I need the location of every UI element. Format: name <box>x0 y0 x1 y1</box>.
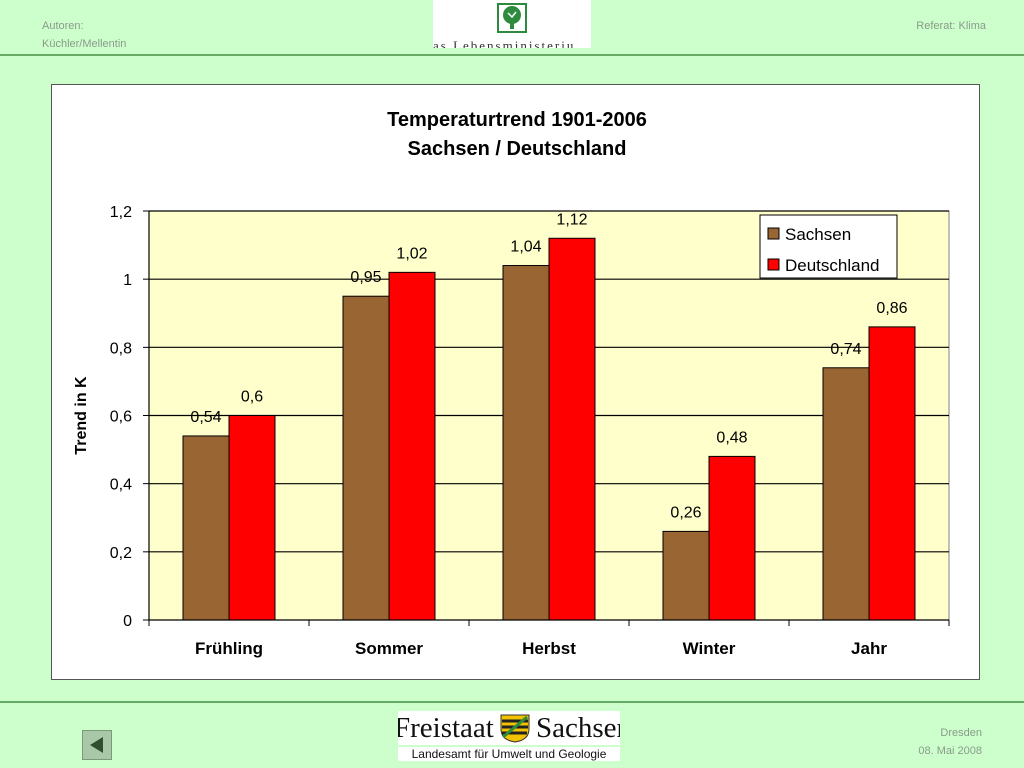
bar-sachsen <box>822 367 870 621</box>
location-label: Dresden <box>940 727 982 739</box>
chart-title: Temperaturtrend 1901-2006 <box>387 109 647 131</box>
data-label: 1,12 <box>556 211 587 228</box>
header-divider <box>0 54 1024 56</box>
ministry-logo: as Lebensministeriu <box>433 0 591 48</box>
legend-label: Sachsen <box>785 225 851 244</box>
x-tick-label: Sommer <box>355 639 423 658</box>
saxony-logo-word-left: Freistaat <box>398 712 494 744</box>
date-label: 08. Mai 2008 <box>918 745 982 757</box>
data-label: 0,48 <box>716 429 747 446</box>
data-label: 0,86 <box>876 300 907 317</box>
y-tick-label: 0,8 <box>110 340 132 357</box>
chart-legend: Sachsen Deutschland <box>759 214 898 279</box>
bar-deutschland <box>868 326 916 621</box>
y-tick-label: 0 <box>123 613 132 630</box>
saxony-logo-word-right: Sachsen <box>536 712 620 744</box>
bar-deutschland <box>548 237 596 621</box>
data-label: 0,26 <box>670 504 701 521</box>
bar-sachsen <box>342 295 390 621</box>
data-label: 0,6 <box>241 389 263 406</box>
y-tick-label: 0,6 <box>110 409 132 426</box>
data-label: 0,95 <box>350 269 381 286</box>
agency-name: Landesamt für Umwelt und Geologie <box>398 747 620 761</box>
authors-names: Küchler/Mellentin <box>42 38 127 50</box>
data-label: 1,04 <box>510 239 541 256</box>
bar-sachsen <box>502 265 550 621</box>
authors-label: Autoren: <box>42 20 84 32</box>
legend-swatch <box>767 227 780 240</box>
footer-divider <box>0 701 1024 703</box>
saxony-logo: Freistaat Sachsen <box>398 711 620 745</box>
back-button[interactable] <box>82 730 112 760</box>
y-axis-title: Trend in K <box>73 376 90 455</box>
x-tick-label: Herbst <box>522 639 576 658</box>
ministry-logo-text: as Lebensministeriu <box>433 38 576 48</box>
chart-subtitle: Sachsen / Deutschland <box>408 138 627 160</box>
y-tick-label: 0,2 <box>110 545 132 562</box>
bar-deutschland <box>228 415 276 621</box>
data-label: 0,74 <box>830 341 861 358</box>
data-label: 1,02 <box>396 245 427 262</box>
data-label: 0,54 <box>190 409 221 426</box>
legend-box <box>759 214 898 279</box>
chart-frame: Temperaturtrend 1901-2006 Sachsen / Deut… <box>51 84 980 680</box>
y-tick-label: 1 <box>123 272 132 289</box>
x-tick-label: Frühling <box>195 639 263 658</box>
bar-sachsen <box>182 435 230 621</box>
y-tick-label: 0,4 <box>110 477 132 494</box>
department-label: Referat: Klima <box>916 20 986 32</box>
x-tick-label: Winter <box>683 639 736 658</box>
bar-deutschland <box>388 271 436 621</box>
triangle-left-icon <box>90 737 103 753</box>
bar-chart: Temperaturtrend 1901-2006 Sachsen / Deut… <box>73 109 950 658</box>
x-tick-label: Jahr <box>851 639 887 658</box>
legend-swatch <box>767 258 780 271</box>
bar-sachsen <box>662 530 710 621</box>
bar-deutschland <box>708 455 756 621</box>
legend-label: Deutschland <box>785 256 880 275</box>
tree-leaf-icon <box>497 3 527 33</box>
y-tick-label: 1,2 <box>110 204 132 221</box>
saxony-crest-icon <box>500 714 530 743</box>
